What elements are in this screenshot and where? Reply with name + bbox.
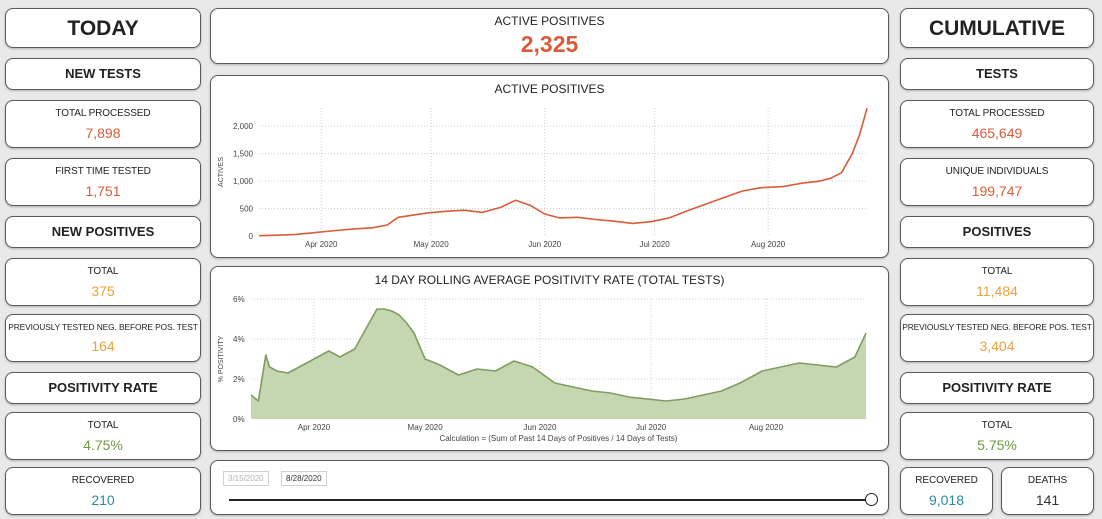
cumulative-title: CUMULATIVE xyxy=(928,17,1066,40)
today-positivity-heading-card: POSITIVITY RATE xyxy=(5,372,201,404)
cum-prev-neg-label: PREVIOUSLY TESTED NEG. BEFORE POS. TEST xyxy=(902,322,1092,332)
y-tick-label: 1,000 xyxy=(233,177,254,186)
slider-start-date[interactable]: 3/15/2020 xyxy=(223,471,269,486)
new-positives-heading: NEW POSITIVES xyxy=(51,224,155,239)
today-total-processed-card: TOTAL PROCESSED 7,898 xyxy=(5,100,201,148)
y-axis-label: ACTIVES xyxy=(218,157,225,187)
today-recovered-value: 210 xyxy=(91,492,115,508)
today-recovered-card: RECOVERED 210 xyxy=(5,467,201,515)
cum-positivity-total-value: 5.75% xyxy=(977,437,1017,453)
x-tick-label: Jun 2020 xyxy=(524,423,557,432)
positivity-chart-title: 14 DAY ROLLING AVERAGE POSITIVITY RATE (… xyxy=(374,273,725,287)
x-tick-label: May 2020 xyxy=(408,423,444,432)
active-positives-chart-card: ACTIVE POSITIVES 0 500 1,000 1,500 2,000 Apr … xyxy=(210,75,889,258)
y-tick-label: 2% xyxy=(233,375,245,384)
x-tick-label: May 2020 xyxy=(414,240,450,249)
x-tick-label: Jul 2020 xyxy=(636,423,667,432)
positivity-chart: 0% 2% 4% 6% Apr 2020 May 2020 Jun 2020 Jul 2020… xyxy=(218,295,867,443)
today-positivity-total-value: 4.75% xyxy=(83,437,123,453)
cum-prev-neg-card: PREVIOUSLY TESTED NEG. BEFORE POS. TEST … xyxy=(900,314,1094,362)
cum-total-processed-label: TOTAL PROCESSED xyxy=(949,108,1045,119)
today-total-processed-label: TOTAL PROCESSED xyxy=(55,108,151,119)
today-positives-total-label: TOTAL xyxy=(87,266,119,277)
cum-recovered-card: RECOVERED 9,018 xyxy=(900,467,993,515)
positives-heading: POSITIVES xyxy=(962,224,1032,239)
cum-recovered-value: 9,018 xyxy=(928,492,965,508)
today-prev-neg-label: PREVIOUSLY TESTED NEG. BEFORE POS. TEST xyxy=(8,322,198,332)
active-positives-kpi-card: ACTIVE POSITIVES 2,325 xyxy=(210,8,889,64)
positivity-chart-card: 14 DAY ROLLING AVERAGE POSITIVITY RATE (… xyxy=(210,266,889,451)
cum-prev-neg-value: 3,404 xyxy=(979,338,1015,354)
today-first-time-value: 1,751 xyxy=(85,183,121,199)
today-title-card: TODAY xyxy=(5,8,201,48)
slider-end-date[interactable]: 8/28/2020 xyxy=(281,471,327,486)
cum-total-processed-card: TOTAL PROCESSED 465,649 xyxy=(900,100,1094,148)
cum-positivity-total-card: TOTAL 5.75% xyxy=(900,412,1094,460)
cum-deaths-card: DEATHS 141 xyxy=(1001,467,1094,515)
active-positives-chart-title: ACTIVE POSITIVES xyxy=(494,82,605,96)
cum-positives-total-label: TOTAL xyxy=(981,266,1013,277)
series-line xyxy=(258,108,868,237)
cum-positivity-heading: POSITIVITY RATE xyxy=(942,380,1052,395)
x-axis-label: Calculation = (Sum of Past 14 Days of Po… xyxy=(440,434,678,443)
today-prev-neg-value: 164 xyxy=(91,338,115,354)
new-tests-heading: NEW TESTS xyxy=(65,66,141,81)
today-title: TODAY xyxy=(67,17,139,40)
active-positives-kpi-value: 2,325 xyxy=(520,31,579,57)
y-tick-label: 0% xyxy=(233,415,245,424)
cum-deaths-value: 141 xyxy=(1035,492,1060,508)
active-positives-kpi-label: ACTIVE POSITIVES xyxy=(494,14,605,28)
series-line xyxy=(250,308,867,402)
x-tick-label: Jul 2020 xyxy=(639,240,670,249)
today-first-time-label: FIRST TIME TESTED xyxy=(55,166,151,177)
new-positives-heading-card: NEW POSITIVES xyxy=(5,216,201,248)
cum-positivity-total-label: TOTAL xyxy=(981,420,1013,431)
cum-unique-card: UNIQUE INDIVIDUALS 199,747 xyxy=(900,158,1094,206)
today-total-processed-value: 7,898 xyxy=(85,125,121,141)
today-positivity-total-card: TOTAL 4.75% xyxy=(5,412,201,460)
active-positives-chart: 0 500 1,000 1,500 2,000 Apr 2020 May 2020 Jun 2… xyxy=(218,108,868,249)
y-tick-label: 6% xyxy=(233,295,245,304)
today-positives-total-card: TOTAL 375 xyxy=(5,258,201,306)
x-tick-label: Apr 2020 xyxy=(298,423,331,432)
cum-positives-total-card: TOTAL 11,484 xyxy=(900,258,1094,306)
tests-heading: TESTS xyxy=(976,66,1018,81)
today-positivity-total-label: TOTAL xyxy=(87,420,119,431)
date-slider-card: 3/15/2020 8/28/2020 xyxy=(210,460,889,515)
cum-recovered-label: RECOVERED xyxy=(915,475,978,486)
today-positives-total-value: 375 xyxy=(91,283,115,299)
cum-unique-value: 199,747 xyxy=(971,183,1023,199)
slider-track[interactable] xyxy=(229,499,873,501)
y-tick-label: 4% xyxy=(233,335,245,344)
x-tick-label: Jun 2020 xyxy=(528,240,561,249)
cum-total-processed-value: 465,649 xyxy=(971,125,1023,141)
y-tick-label: 0 xyxy=(249,232,254,241)
cumulative-title-card: CUMULATIVE xyxy=(900,8,1094,48)
slider-handle[interactable] xyxy=(865,493,878,506)
cum-deaths-label: DEATHS xyxy=(1027,475,1068,486)
x-tick-label: Apr 2020 xyxy=(305,240,338,249)
today-first-time-card: FIRST TIME TESTED 1,751 xyxy=(5,158,201,206)
y-tick-label: 500 xyxy=(240,205,254,214)
series-area xyxy=(251,309,866,419)
today-prev-neg-card: PREVIOUSLY TESTED NEG. BEFORE POS. TEST … xyxy=(5,314,201,362)
x-tick-label: Aug 2020 xyxy=(751,240,786,249)
today-positivity-heading: POSITIVITY RATE xyxy=(48,380,158,395)
positives-heading-card: POSITIVES xyxy=(900,216,1094,248)
cum-unique-label: UNIQUE INDIVIDUALS xyxy=(945,166,1049,177)
x-tick-label: Aug 2020 xyxy=(749,423,784,432)
y-tick-label: 2,000 xyxy=(233,122,254,131)
today-recovered-label: RECOVERED xyxy=(71,475,135,486)
tests-heading-card: TESTS xyxy=(900,58,1094,90)
y-tick-label: 1,500 xyxy=(233,150,254,159)
cum-positives-total-value: 11,484 xyxy=(976,283,1018,299)
y-axis-label: % POSITIVITY xyxy=(218,335,225,382)
cum-positivity-heading-card: POSITIVITY RATE xyxy=(900,372,1094,404)
new-tests-heading-card: NEW TESTS xyxy=(5,58,201,90)
